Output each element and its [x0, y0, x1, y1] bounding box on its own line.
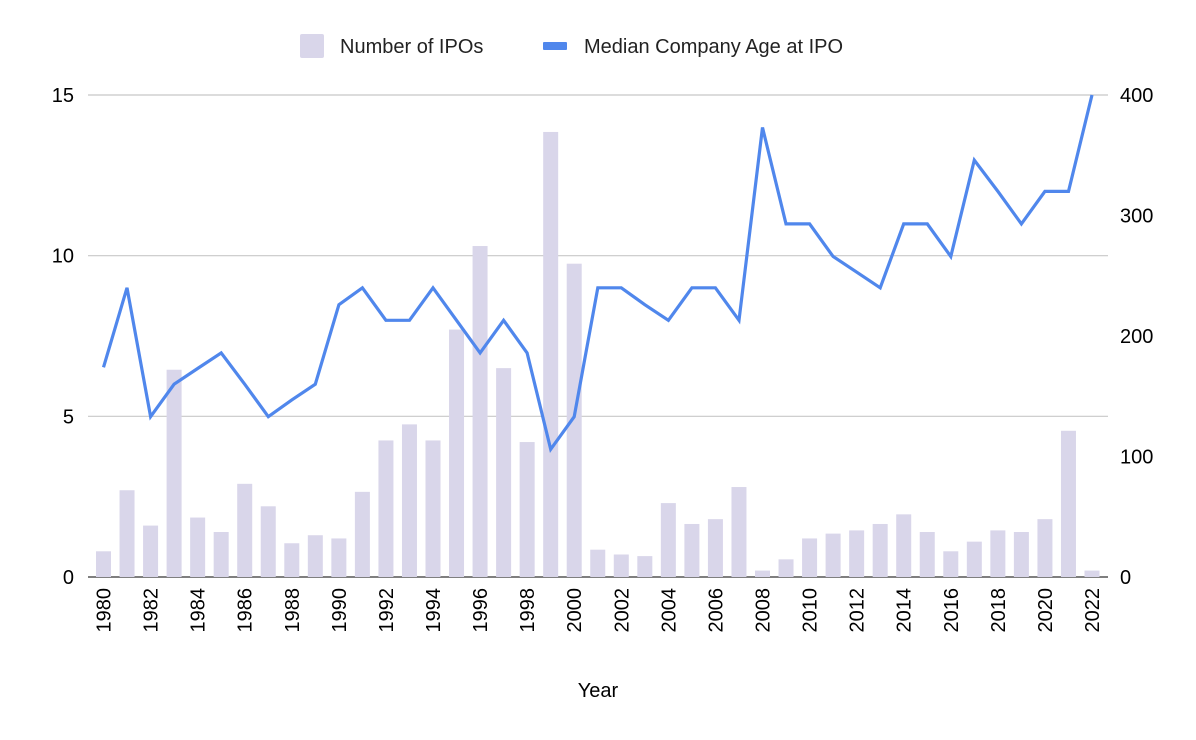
left-axis: 0 5 10 15 [52, 85, 74, 589]
x-tick-label: 1982 [141, 588, 163, 633]
x-tick-label: 2020 [1035, 588, 1057, 633]
bar-1980 [96, 551, 111, 577]
right-axis: 0 100 200 300 400 [1120, 85, 1153, 589]
bar-1992 [378, 440, 394, 577]
bar-2019 [1013, 532, 1029, 577]
x-tick-label: 2000 [564, 588, 586, 633]
y-tick-label-right: 0 [1120, 567, 1131, 589]
x-tick-label: 2006 [705, 588, 727, 633]
bar-2012 [849, 530, 865, 577]
x-tick-label: 1990 [329, 588, 351, 633]
y-tick-label-right: 100 [1120, 447, 1153, 469]
y-tick-label-right: 400 [1120, 85, 1153, 107]
x-tick-label: 2018 [988, 588, 1010, 633]
bar-2017 [966, 541, 982, 577]
y-tick-label-left: 15 [52, 85, 74, 107]
x-tick-label: 1980 [94, 588, 116, 633]
x-axis: 1980 1982 1984 1986 1988 1990 1992 1994 1996 1998… [94, 588, 1105, 633]
bar-1987 [260, 506, 276, 577]
y-tick-label-left: 10 [52, 246, 74, 268]
bar-1998 [519, 442, 535, 577]
x-tick-label: 1984 [188, 588, 210, 633]
bar-2008 [755, 570, 770, 577]
bar-1999 [543, 131, 559, 577]
x-axis-title: Year [578, 680, 619, 702]
bar-2002 [613, 554, 629, 577]
x-tick-label: 1996 [470, 588, 492, 633]
y-tick-label-left: 0 [63, 567, 74, 589]
bar-2007 [731, 487, 747, 577]
bar-1984 [190, 517, 206, 577]
bar-2015 [919, 532, 935, 577]
bar-2005 [684, 523, 700, 577]
bar-2014 [896, 514, 912, 577]
bar-1995 [449, 329, 465, 577]
bar-2018 [990, 530, 1006, 577]
y-tick-label-right: 200 [1120, 326, 1153, 348]
x-tick-label: 1986 [235, 588, 257, 633]
bar-1990 [331, 538, 347, 577]
median-age-line [101, 94, 1094, 454]
line-series [101, 94, 1094, 454]
bar-2013 [872, 523, 888, 577]
bar-1997 [496, 368, 512, 577]
bar-1983 [166, 369, 182, 577]
legend: Number of IPOs Median Company Age at IPO [300, 34, 843, 58]
legend-swatch-ipos [300, 34, 324, 58]
x-tick-label: 2022 [1082, 588, 1104, 633]
bar-2011 [825, 533, 841, 577]
bar-1989 [307, 535, 323, 577]
x-tick-label: 1992 [376, 588, 398, 633]
bar-1981 [119, 490, 135, 577]
x-tick-label: 2016 [941, 588, 963, 633]
bar-1993 [401, 424, 417, 577]
x-tick-label: 2012 [847, 588, 869, 633]
bar-2006 [707, 519, 723, 577]
bar-2003 [637, 556, 653, 577]
x-tick-label: 2004 [658, 588, 680, 633]
bar-2009 [778, 559, 794, 577]
bar-2000 [566, 263, 582, 577]
x-tick-label: 2014 [894, 588, 916, 633]
bar-2020 [1037, 519, 1053, 577]
bar-2022 [1084, 570, 1100, 577]
bar-1988 [284, 543, 300, 577]
x-tick-label: 1988 [282, 588, 304, 633]
x-tick-label: 1994 [423, 588, 445, 633]
x-tick-label: 2002 [611, 588, 633, 633]
bar-1982 [143, 525, 159, 577]
bar-1986 [237, 483, 253, 577]
y-tick-label-left: 5 [63, 406, 74, 428]
x-tick-label: 2008 [753, 588, 775, 633]
bar-1985 [213, 532, 229, 577]
x-tick-label: 1998 [517, 588, 539, 633]
bar-2010 [802, 538, 818, 577]
y-tick-label-right: 300 [1120, 206, 1153, 228]
x-tick-label: 2010 [800, 588, 822, 633]
bar-2021 [1060, 430, 1076, 577]
bar-1991 [354, 491, 370, 577]
bar-series [96, 131, 1100, 577]
bar-2001 [590, 549, 606, 577]
legend-label-ipos: Number of IPOs [340, 36, 483, 58]
bar-1994 [425, 440, 441, 577]
legend-swatch-median-age [543, 42, 567, 50]
bar-1996 [472, 246, 488, 577]
bar-2016 [943, 551, 959, 577]
legend-label-median-age: Median Company Age at IPO [584, 36, 843, 58]
bar-2004 [660, 503, 676, 577]
